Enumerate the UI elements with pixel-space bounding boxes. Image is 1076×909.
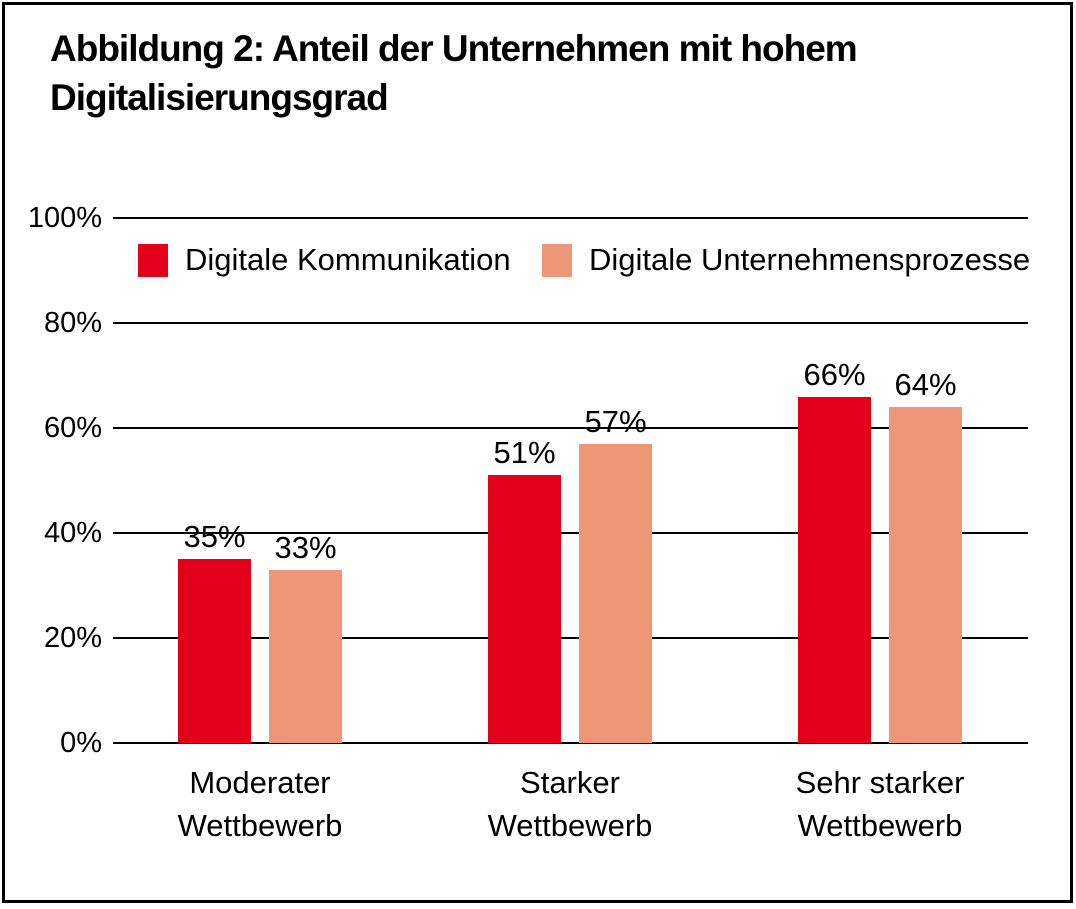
y-gridline-20	[113, 637, 1028, 639]
y-gridline-0	[113, 742, 1028, 744]
x-category-label-line: Moderater	[189, 765, 331, 800]
x-category-label-line: Wettbewerb	[797, 808, 963, 843]
x-category-label-line: Sehr starker	[795, 765, 965, 800]
y-tick-label-80: 80%	[43, 307, 102, 339]
legend-swatch-digitale-unternehmensprozesse	[542, 243, 572, 277]
figure-title: Abbildung 2: Anteil der Unternehmen mit …	[50, 24, 858, 122]
figure-title-line2: Digitalisierungsgrad	[50, 77, 389, 118]
x-category-label-sehr-starker-wettbewerb: Sehr starker Wettbewerb	[720, 761, 1040, 847]
bar-value-label-digitale-unternehmensprozesse-group1: 33%	[274, 529, 337, 565]
legend-label-digitale-kommunikation: Digitale Kommunikation	[185, 242, 511, 277]
figure-title-line1: Abbildung 2: Anteil der Unternehmen mit …	[50, 28, 858, 69]
x-category-label-starker-wettbewerb: Starker Wettbewerb	[410, 761, 730, 847]
bar-value-label-digitale-kommunikation-group1: 35%	[183, 519, 246, 555]
x-category-label-line: Starker	[520, 765, 620, 800]
legend-swatch-digitale-kommunikation	[138, 243, 168, 277]
bar-digitale-unternehmensprozesse-group3	[889, 407, 962, 743]
y-gridline-40	[113, 532, 1028, 534]
y-tick-label-20: 20%	[43, 622, 102, 654]
bar-digitale-kommunikation-group1	[178, 559, 251, 743]
x-category-label-line: Wettbewerb	[487, 808, 653, 843]
bar-value-label-digitale-unternehmensprozesse-group2: 57%	[584, 403, 647, 439]
y-gridline-60	[113, 427, 1028, 429]
y-gridline-100	[113, 217, 1028, 219]
bar-digitale-unternehmensprozesse-group1	[269, 569, 342, 743]
y-tick-label-40: 40%	[43, 517, 102, 549]
bar-value-label-digitale-kommunikation-group2: 51%	[493, 435, 556, 471]
bar-digitale-kommunikation-group2	[488, 475, 561, 743]
legend-item-digitale-unternehmensprozesse: Digitale Unternehmensprozesse	[542, 242, 1030, 278]
bar-digitale-kommunikation-group3	[798, 396, 871, 743]
legend-item-digitale-kommunikation: Digitale Kommunikation	[138, 242, 511, 278]
bar-value-label-digitale-kommunikation-group3: 66%	[803, 356, 866, 392]
x-category-label-moderater-wettbewerb: Moderater Wettbewerb	[100, 761, 420, 847]
x-category-label-line: Wettbewerb	[177, 808, 343, 843]
y-tick-label-0: 0%	[60, 727, 102, 759]
bar-value-label-digitale-unternehmensprozesse-group3: 64%	[894, 367, 957, 402]
y-tick-label-60: 60%	[43, 412, 102, 444]
bar-digitale-unternehmensprozesse-group2	[579, 443, 652, 743]
legend-label-digitale-unternehmensprozesse: Digitale Unternehmensprozesse	[589, 242, 1031, 277]
y-gridline-80	[113, 322, 1028, 324]
y-tick-label-100: 100%	[27, 202, 102, 234]
